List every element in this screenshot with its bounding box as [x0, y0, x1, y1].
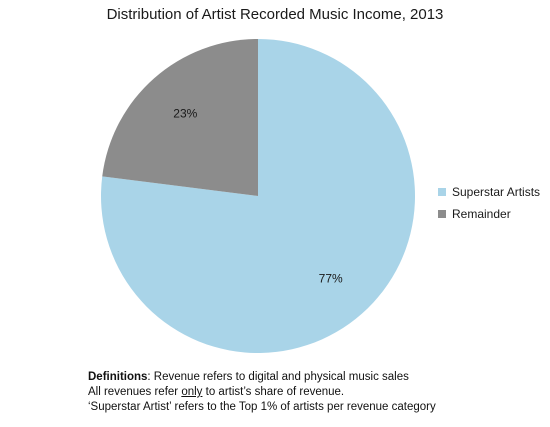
- data-label-superstar-artists: 77%: [319, 271, 343, 285]
- legend-item-superstar-artists: Superstar Artists: [438, 183, 540, 201]
- definitions-line-3: ‘Superstar Artist’ refers to the Top 1% …: [88, 401, 436, 413]
- legend-item-remainder: Remainder: [438, 205, 540, 223]
- definitions-line-1: Definitions: Revenue refers to digital a…: [88, 370, 528, 385]
- pie-slice-remainder: [102, 38, 258, 197]
- legend-swatch-superstar-artists: [438, 188, 446, 196]
- legend: Superstar Artists Remainder: [438, 183, 540, 227]
- definitions-note: Definitions: Revenue refers to digital a…: [88, 370, 528, 415]
- definitions-line-1-text: : Revenue refers to digital and physical…: [147, 371, 409, 383]
- definitions-line-2-pre: All revenues refer: [88, 386, 182, 398]
- data-label-remainder: 23%: [173, 107, 197, 121]
- legend-label-remainder: Remainder: [452, 207, 511, 221]
- pie-slice-superstar-artists: [101, 39, 416, 353]
- legend-swatch-remainder: [438, 210, 446, 218]
- definitions-line-2: All revenues refer only to artist’s shar…: [88, 385, 528, 400]
- legend-label-superstar-artists: Superstar Artists: [452, 185, 541, 199]
- definitions-line-2-emphasis: only: [181, 386, 203, 398]
- definitions-heading: Definitions: [88, 371, 148, 383]
- chart-title: Distribution of Artist Recorded Music In…: [106, 6, 444, 23]
- definitions-line-2-post: to artist’s share of revenue.: [202, 386, 345, 398]
